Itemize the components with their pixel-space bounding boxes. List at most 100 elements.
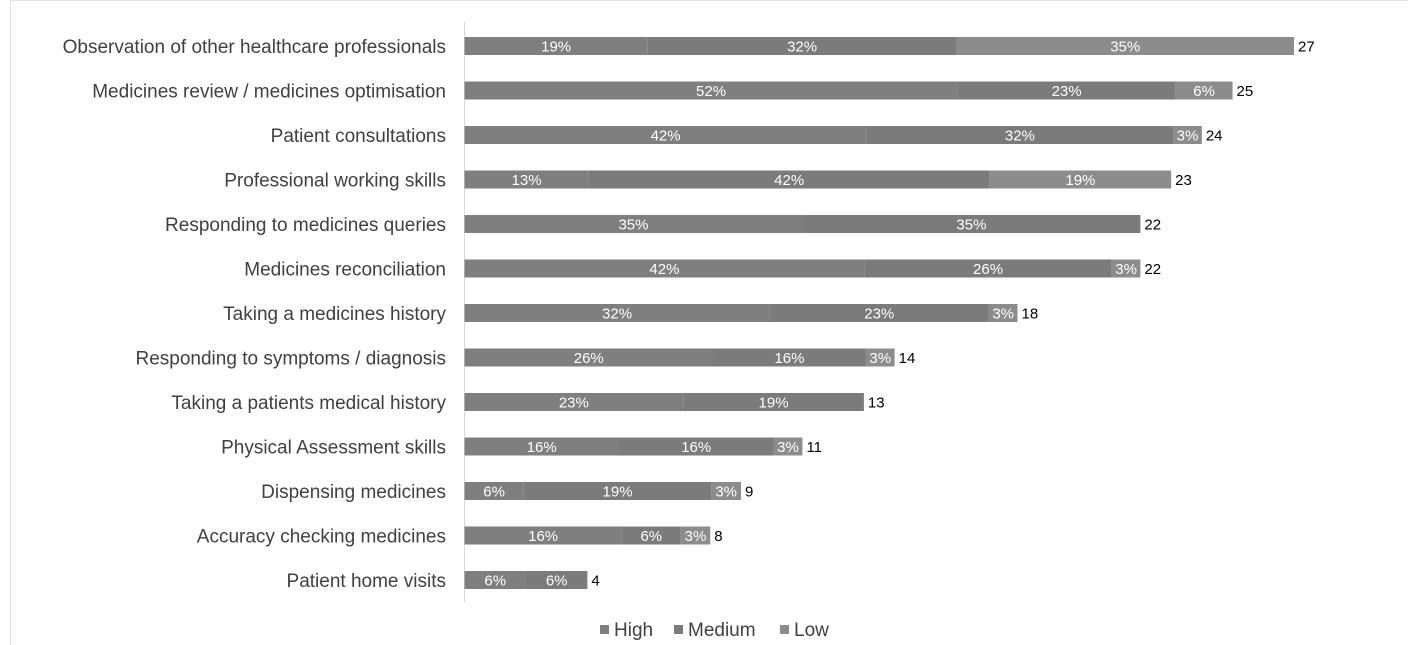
total-value-label: 22	[1144, 261, 1161, 278]
bar-segment-high	[464, 437, 619, 456]
bar-segment-medium	[683, 393, 864, 411]
bar-segment-medium	[864, 259, 1112, 278]
category-label: Patient home visits	[287, 571, 446, 592]
bar-segment-high	[464, 526, 622, 545]
category-label: Observation of other healthcare professi…	[63, 37, 446, 58]
segment-value-label: 23%	[864, 306, 894, 323]
bar-segment-high	[464, 393, 684, 411]
category-label: Dispensing medicines	[261, 482, 446, 503]
segment-value-label: 19%	[1065, 172, 1095, 189]
segment-value-label: 19%	[603, 484, 633, 501]
segment-value-label: 35%	[956, 217, 986, 234]
segment-value-label: 26%	[973, 261, 1003, 278]
segment-value-label: 3%	[777, 439, 799, 456]
legend-item-high: High	[600, 620, 653, 641]
bar-segment-high	[464, 170, 589, 189]
bar-segment-high	[464, 304, 770, 322]
segment-value-label: 23%	[1052, 83, 1082, 100]
chart-frame	[10, 0, 1408, 645]
category-label: Patient consultations	[271, 126, 446, 147]
segment-value-label: 3%	[1115, 261, 1137, 278]
legend-label: Low	[794, 620, 829, 641]
bar-segment-medium	[713, 348, 866, 367]
bar-segment-low	[988, 304, 1018, 322]
bar-segment-high	[464, 126, 867, 144]
bar-segment-high	[464, 215, 803, 233]
category-label: Physical Assessment skills	[221, 438, 446, 459]
bars-layer: Observation of other healthcare professi…	[63, 37, 1315, 592]
legend-swatch	[600, 625, 609, 634]
legend-swatch	[674, 625, 683, 634]
total-value-label: 8	[714, 528, 722, 545]
category-label: Responding to medicines queries	[165, 215, 446, 236]
bar-segment-low	[773, 437, 803, 456]
segment-value-label: 23%	[559, 395, 589, 412]
segment-value-label: 6%	[546, 573, 568, 590]
total-value-label: 27	[1298, 39, 1315, 56]
bar-segment-low	[1111, 259, 1141, 278]
segment-value-label: 6%	[640, 528, 662, 545]
total-value-label: 24	[1206, 128, 1223, 145]
segment-value-label: 6%	[483, 484, 505, 501]
legend-item-medium: Medium	[674, 620, 756, 641]
bar-segment-high	[464, 348, 714, 367]
segment-value-label: 16%	[528, 528, 558, 545]
total-value-label: 11	[806, 439, 822, 456]
segment-value-label: 32%	[787, 39, 817, 56]
bar-segment-medium	[802, 215, 1141, 233]
bar-segment-low	[1175, 81, 1233, 100]
bar-segment-low	[865, 348, 895, 367]
segment-value-label: 13%	[512, 172, 542, 189]
bar-segment-low	[711, 482, 741, 500]
segment-value-label: 16%	[527, 439, 557, 456]
category-label: Medicines reconciliation	[244, 260, 446, 281]
segment-value-label: 35%	[1110, 39, 1140, 56]
segment-value-label: 42%	[649, 261, 679, 278]
bar-segment-low	[956, 37, 1294, 55]
segment-value-label: 35%	[618, 217, 648, 234]
total-value-label: 25	[1237, 83, 1254, 100]
legend-label: High	[614, 620, 653, 641]
segment-value-label: 26%	[574, 350, 604, 367]
segment-value-label: 19%	[541, 39, 571, 56]
bar-segment-high	[464, 37, 648, 55]
segment-value-label: 16%	[681, 439, 711, 456]
bar-segment-low	[989, 170, 1172, 189]
segment-value-label: 32%	[1005, 128, 1035, 145]
legend-swatch	[780, 625, 789, 634]
bar-segment-medium	[618, 437, 774, 456]
bar-segment-high	[464, 81, 958, 100]
segment-value-label: 6%	[484, 573, 506, 590]
legend-item-low: Low	[780, 620, 829, 641]
bar-segment-medium	[647, 37, 957, 55]
bar-segment-medium	[523, 482, 712, 500]
bar-segment-medium	[866, 126, 1174, 144]
bar-segment-high	[464, 571, 526, 589]
total-value-label: 14	[899, 350, 916, 367]
bar-segment-medium	[769, 304, 989, 322]
segment-value-label: 6%	[1193, 83, 1215, 100]
bar-segment-medium	[525, 571, 588, 589]
total-value-label: 22	[1144, 217, 1161, 234]
category-label: Taking a medicines history	[223, 304, 446, 325]
bar-segment-low	[680, 526, 711, 545]
segment-value-label: 32%	[602, 306, 632, 323]
total-value-label: 18	[1022, 306, 1039, 323]
total-value-label: 23	[1175, 172, 1192, 189]
legend-label: Medium	[688, 620, 756, 641]
bar-segment-high	[464, 482, 524, 500]
segment-value-label: 42%	[651, 128, 681, 145]
segment-value-label: 42%	[774, 172, 804, 189]
bar-segment-medium	[957, 81, 1176, 100]
segment-value-label: 16%	[774, 350, 804, 367]
segment-value-label: 3%	[992, 306, 1014, 323]
total-value-label: 9	[745, 484, 753, 501]
bar-segment-low	[1173, 126, 1202, 144]
segment-value-label: 3%	[715, 484, 737, 501]
category-label: Medicines review / medicines optimisatio…	[92, 82, 446, 103]
segment-value-label: 3%	[869, 350, 891, 367]
bar-segment-high	[464, 259, 865, 278]
category-label: Accuracy checking medicines	[197, 527, 446, 548]
total-value-label: 4	[591, 573, 599, 590]
